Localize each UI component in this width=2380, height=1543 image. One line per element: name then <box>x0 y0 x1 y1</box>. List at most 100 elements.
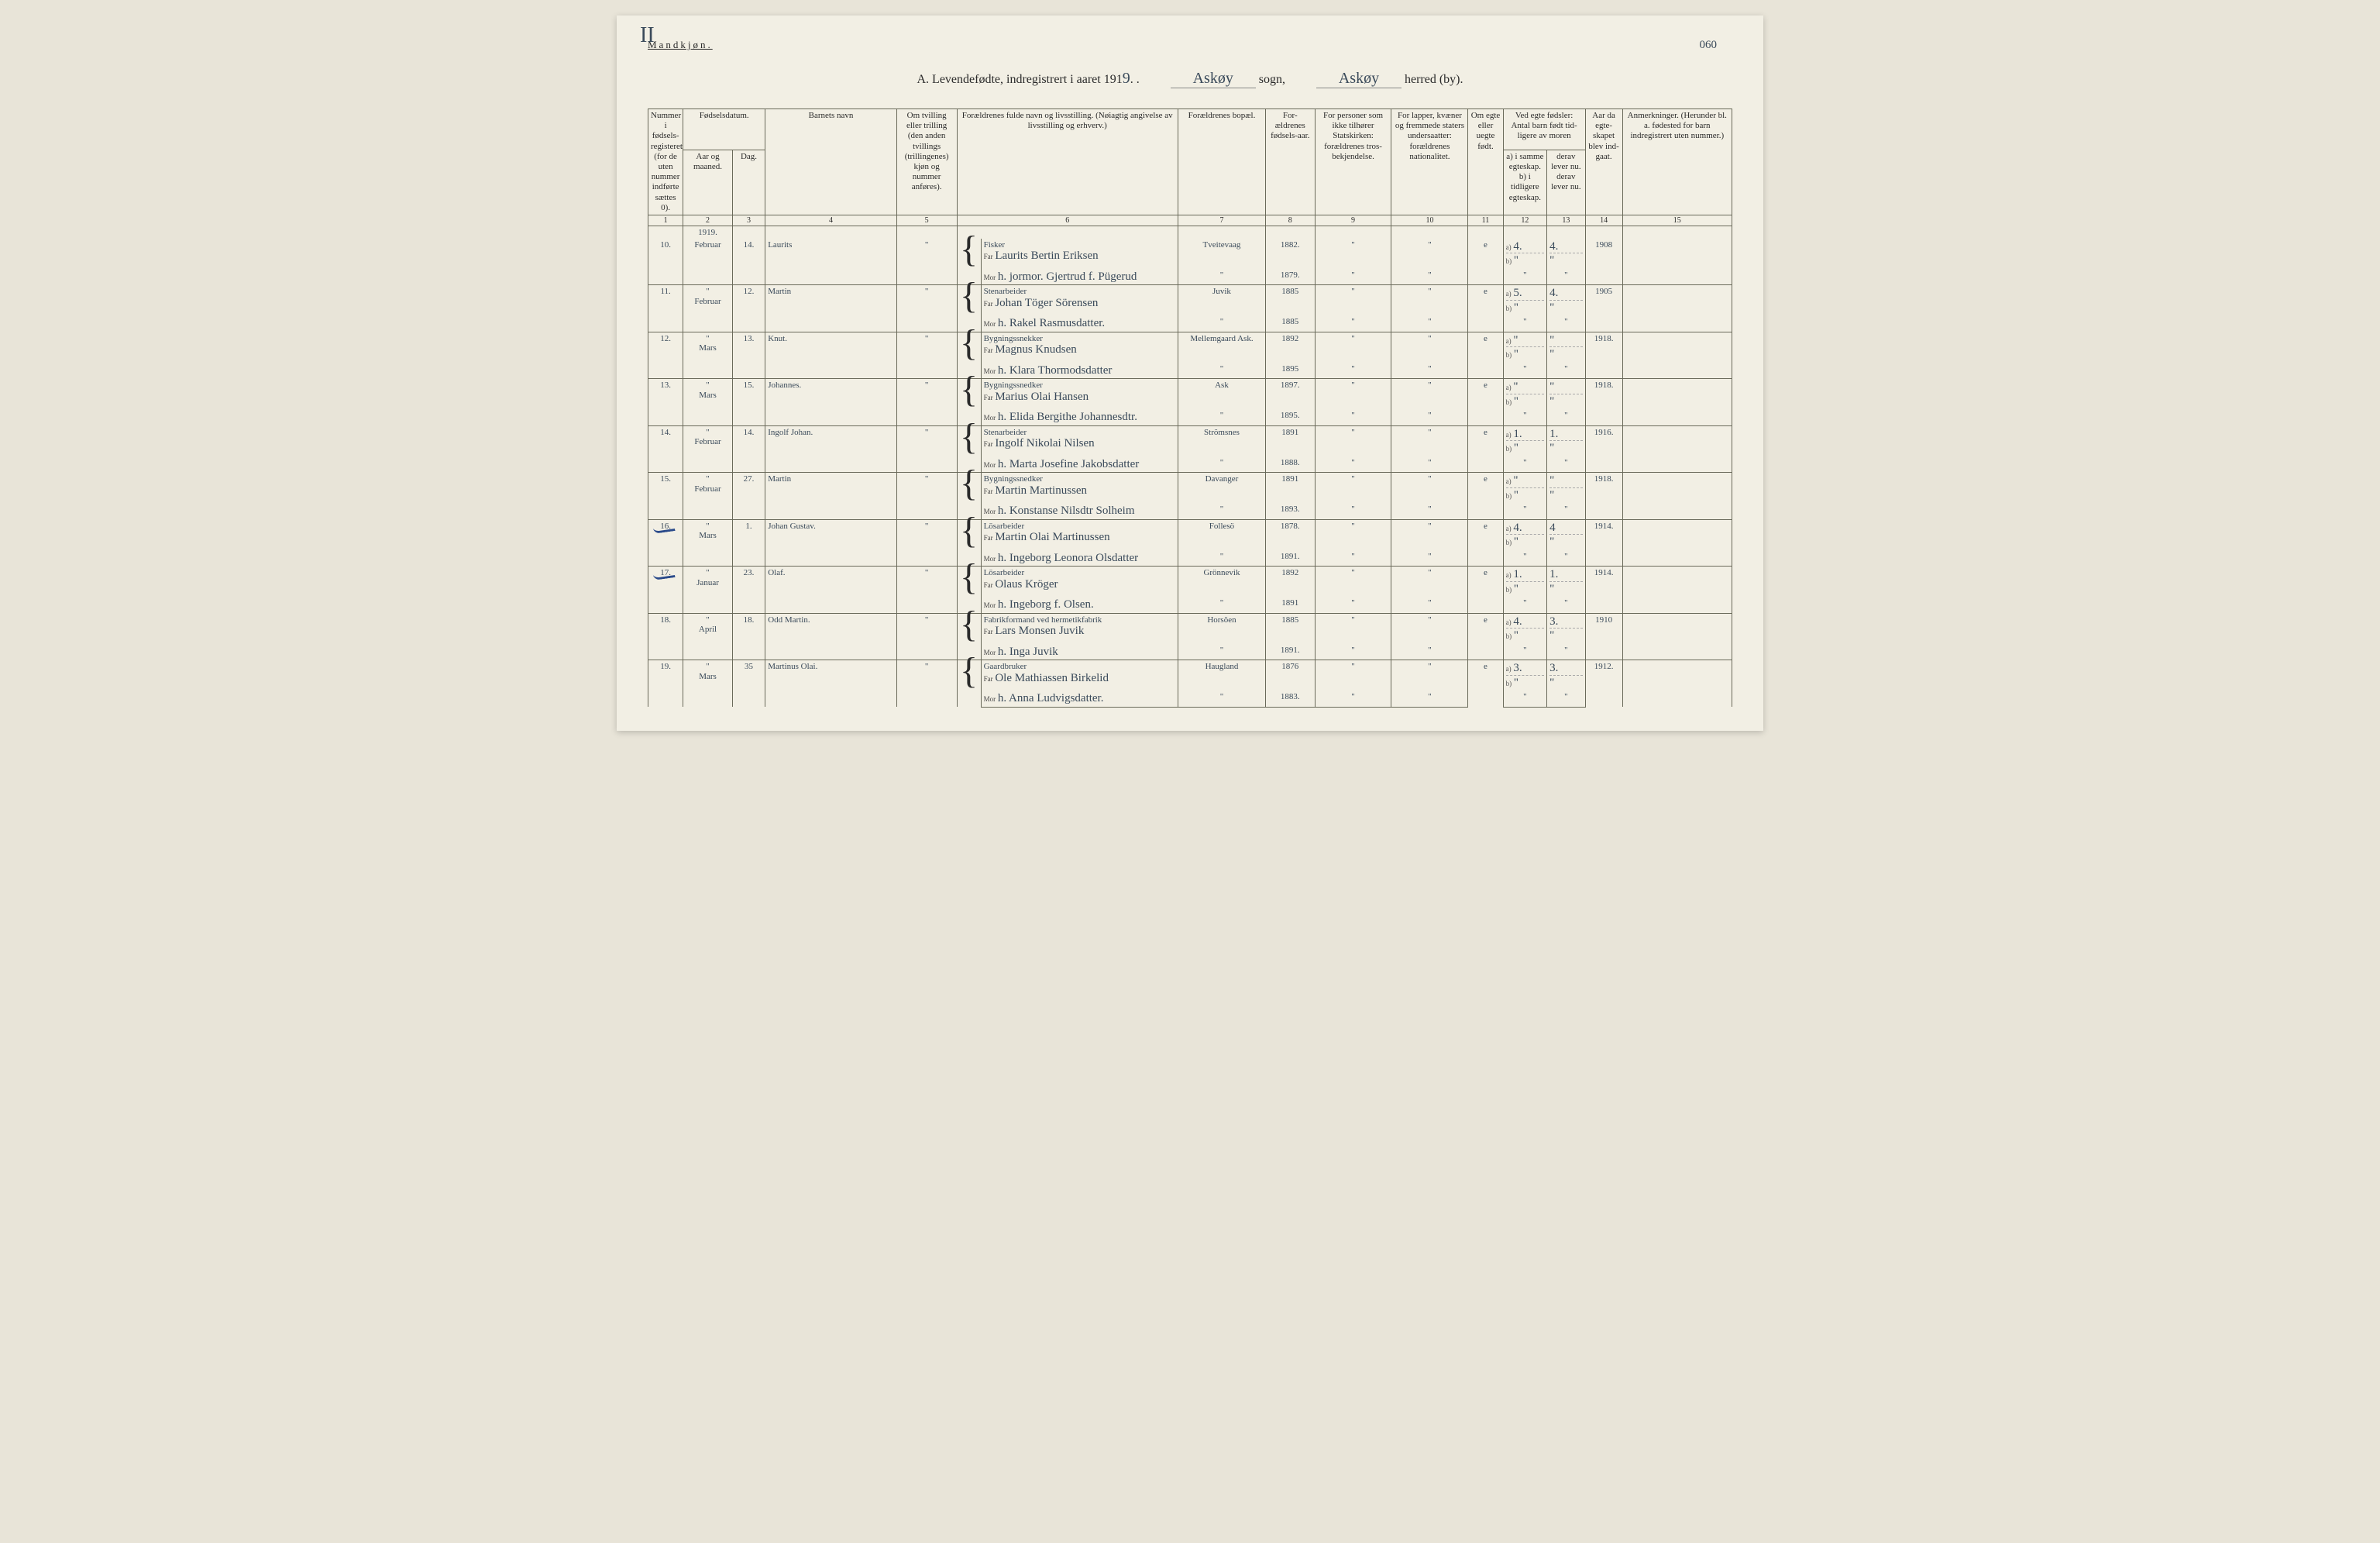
place-mor: " <box>1178 644 1265 660</box>
cn1: 1 <box>648 215 683 226</box>
entry-number: 14. <box>648 425 683 473</box>
note <box>1622 332 1732 379</box>
year-row: 1919. <box>648 226 1732 239</box>
place-far: Strömsnes <box>1178 425 1265 456</box>
c10m: " <box>1391 456 1468 473</box>
place-far: Grönnevik <box>1178 567 1265 598</box>
c13: 1." <box>1547 425 1585 456</box>
c13b: " <box>1547 597 1585 613</box>
year-cell: 1919. <box>683 226 733 239</box>
c13: 3." <box>1547 660 1585 691</box>
margin-tick-icon <box>652 570 675 581</box>
c9m: " <box>1315 363 1391 379</box>
corner-roman: II <box>640 23 655 48</box>
c12: a) 4.b) " <box>1503 613 1547 644</box>
father-year: 1891 <box>1265 425 1315 456</box>
c12b: " <box>1503 503 1547 519</box>
mother-cell: Mor h. Inga Juvik <box>981 644 1178 660</box>
child-name: Martinus Olai. <box>765 660 897 708</box>
c9f: " <box>1315 660 1391 691</box>
c13b: " <box>1547 409 1585 425</box>
entry-number: 11. <box>648 285 683 332</box>
register-table: Nummer i fødsels-registeret (for de uten… <box>648 108 1732 708</box>
c10m: " <box>1391 269 1468 285</box>
entry-far-row: 11."Februar12.Martin"{StenarbeiderFar Jo… <box>648 285 1732 316</box>
place-far: Juvik <box>1178 285 1265 316</box>
cn9: 9 <box>1315 215 1391 226</box>
place-mor: " <box>1178 315 1265 332</box>
entry-number: 13. <box>648 379 683 426</box>
entry-day: 27. <box>732 473 765 520</box>
mother-cell: Mor h. Klara Thormodsdatter <box>981 363 1178 379</box>
h-col13: derav lever nu. derav lever nu. <box>1547 150 1585 215</box>
h-col5: Om tvilling eller trilling (den anden tv… <box>896 109 957 215</box>
twin-col: " <box>896 332 957 379</box>
place-far: Haugland <box>1178 660 1265 691</box>
father-cell: LösarbeiderFar Martin Olai Martinussen <box>981 519 1178 550</box>
father-cell: LösarbeiderFar Olaus Kröger <box>981 567 1178 598</box>
twin-col: " <box>896 425 957 473</box>
c10m: " <box>1391 409 1468 425</box>
gender-label: Mandkjøn. <box>648 39 1732 51</box>
c12b: " <box>1503 363 1547 379</box>
h-col14: Aar da egte-skapet blev ind-gaat. <box>1585 109 1622 215</box>
entry-day: 23. <box>732 567 765 614</box>
father-year: 1878. <box>1265 519 1315 550</box>
h-col1: Nummer i fødsels-registeret (for de uten… <box>648 109 683 215</box>
entry-month: Februar <box>683 239 733 285</box>
father-year: 1892 <box>1265 332 1315 363</box>
marriage-year: 1914. <box>1585 567 1622 614</box>
c10f: " <box>1391 473 1468 504</box>
page-number: 060 <box>1700 39 1718 52</box>
mother-cell: Mor h. Rakel Rasmusdatter. <box>981 315 1178 332</box>
entry-number: 10. <box>648 239 683 285</box>
place-far: Tveitevaag <box>1178 239 1265 269</box>
twin-col: " <box>896 567 957 614</box>
c10f: " <box>1391 239 1468 269</box>
marriage-year: 1914. <box>1585 519 1622 567</box>
legit: e <box>1468 425 1503 473</box>
c12: a) 5.b) " <box>1503 285 1547 316</box>
entry-day: 13. <box>732 332 765 379</box>
entry-number: 17. <box>648 567 683 614</box>
entry-month: "Mars <box>683 379 733 426</box>
mother-year: 1891. <box>1265 644 1315 660</box>
legit: e <box>1468 379 1503 426</box>
c9m: " <box>1315 269 1391 285</box>
legit: e <box>1468 239 1503 285</box>
c12b: " <box>1503 644 1547 660</box>
c13: 4." <box>1547 285 1585 316</box>
register-page: II 060 Mandkjøn. A. Levendefødte, indreg… <box>617 15 1763 731</box>
legit: e <box>1468 567 1503 614</box>
h-col6: Forældrenes fulde navn og livsstilling. … <box>957 109 1178 215</box>
father-cell: GaardbrukerFar Ole Mathiassen Birkelid <box>981 660 1178 691</box>
child-name: Laurits <box>765 239 897 285</box>
cn3: 3 <box>732 215 765 226</box>
c10f: " <box>1391 519 1468 550</box>
twin-col: " <box>896 285 957 332</box>
cn13: 13 <box>1547 215 1585 226</box>
entry-number: 18. <box>648 613 683 660</box>
c13: 1." <box>1547 567 1585 598</box>
marriage-year: 1912. <box>1585 660 1622 708</box>
c9m: " <box>1315 315 1391 332</box>
colnum-row: 1 2 3 4 5 6 7 8 9 10 11 12 13 14 15 <box>648 215 1732 226</box>
c9m: " <box>1315 550 1391 567</box>
entry-number: 15. <box>648 473 683 520</box>
legit: e <box>1468 660 1503 708</box>
entry-far-row: 18."April18.Odd Martin."{Fabrikformand v… <box>648 613 1732 644</box>
child-name: Knut. <box>765 332 897 379</box>
place-mor: " <box>1178 409 1265 425</box>
c10m: " <box>1391 315 1468 332</box>
cn2: 2 <box>683 215 733 226</box>
year-suffix: 9 <box>1123 70 1130 87</box>
c13b: " <box>1547 644 1585 660</box>
twin-col: " <box>896 239 957 285</box>
place-far: Horsöen <box>1178 613 1265 644</box>
cn5: 5 <box>896 215 957 226</box>
c13b: " <box>1547 550 1585 567</box>
herred-label: herred (by). <box>1405 73 1463 86</box>
note <box>1622 567 1732 614</box>
c12: a) 3.b) " <box>1503 660 1547 691</box>
c9f: " <box>1315 285 1391 316</box>
